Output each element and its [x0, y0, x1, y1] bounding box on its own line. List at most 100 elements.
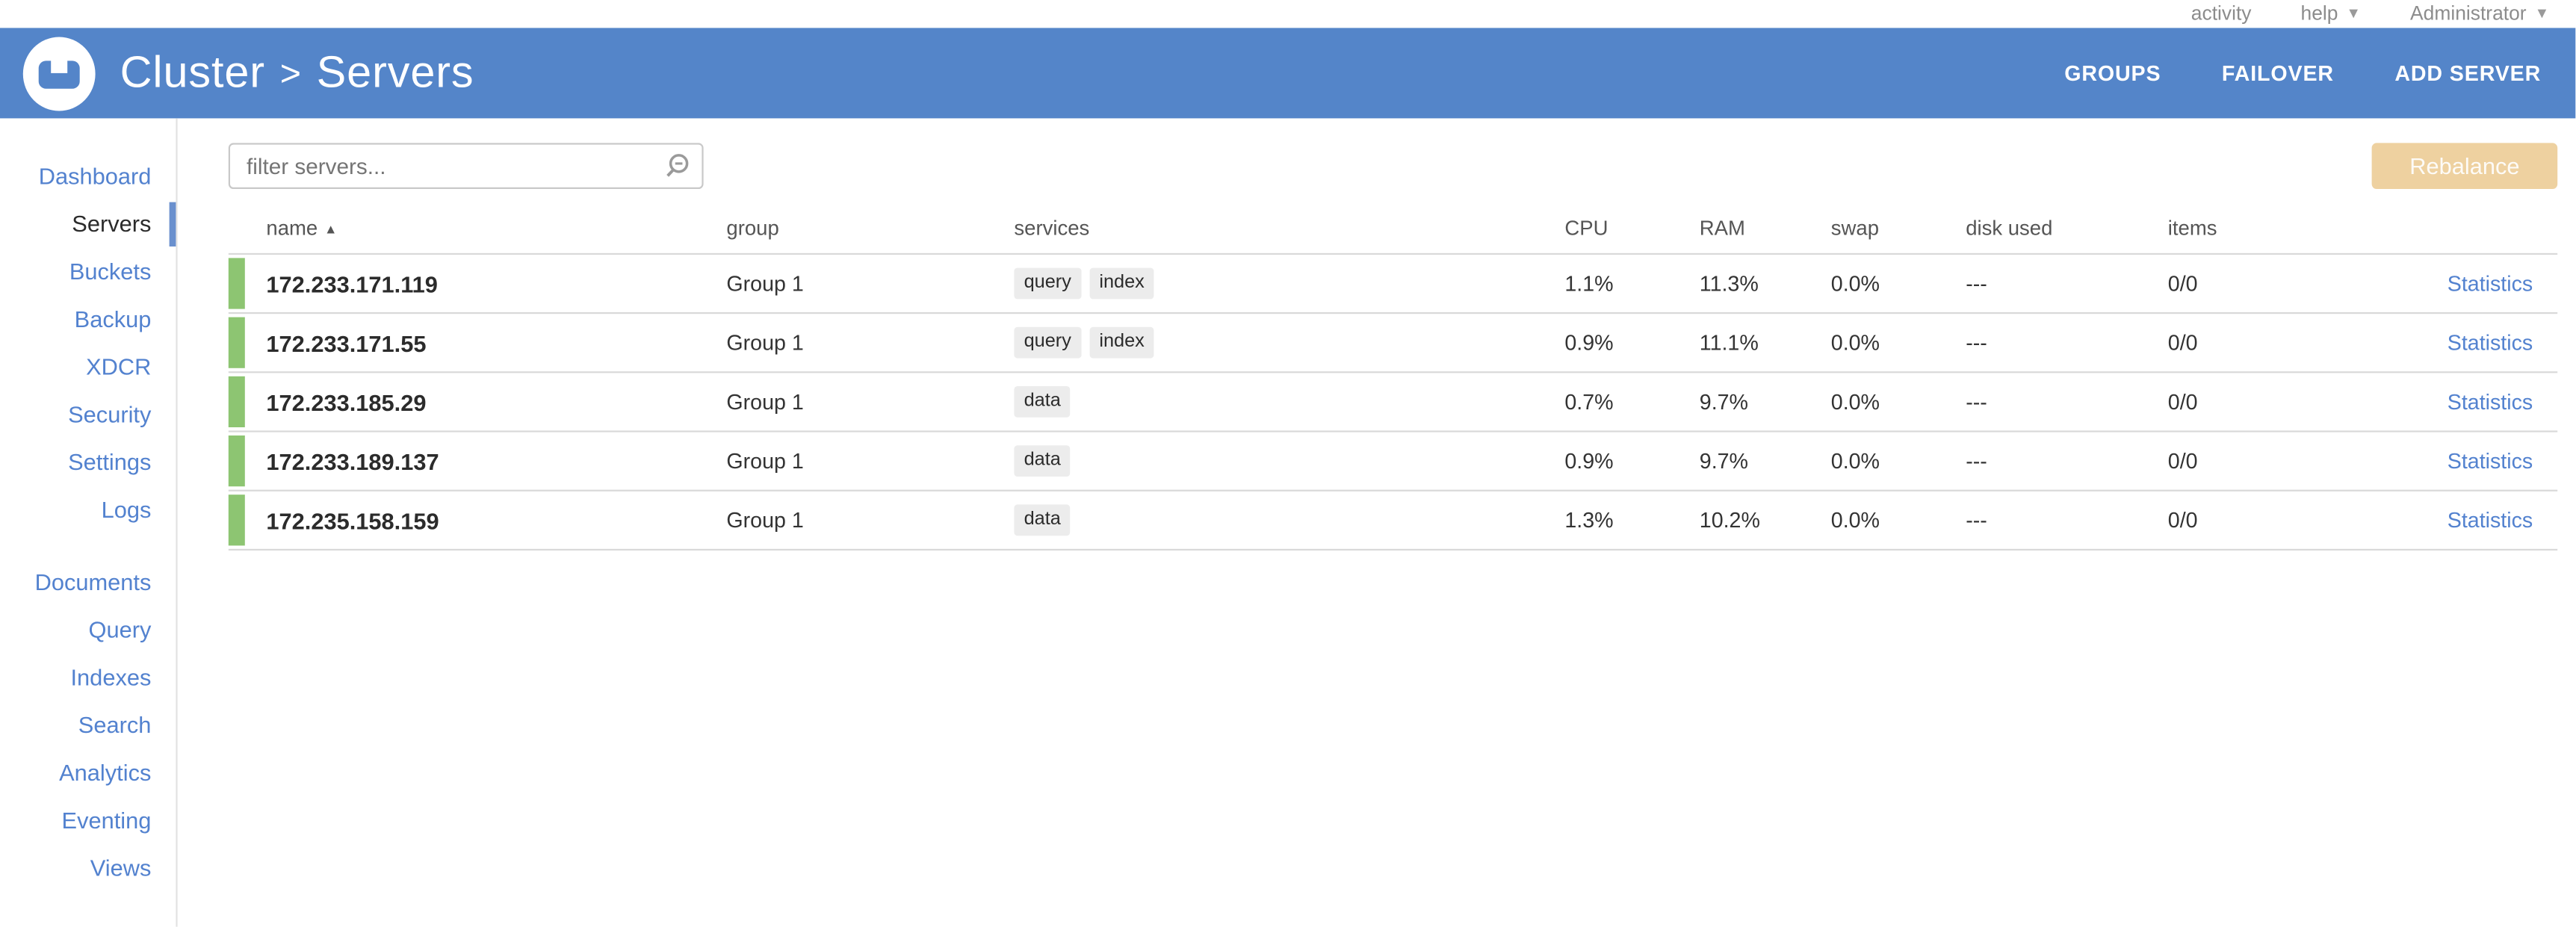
activity-link[interactable]: activity	[2191, 0, 2252, 28]
header-actions: GROUPS FAILOVER ADD SERVER	[2064, 61, 2541, 85]
sidebar-item-indexes[interactable]: Indexes	[70, 663, 152, 690]
server-services: query index	[1014, 267, 1564, 300]
sort-asc-icon: ▲	[324, 222, 338, 237]
server-name[interactable]: 172.235.158.159	[266, 506, 439, 533]
statistics-cell: Statistics	[2390, 449, 2557, 474]
breadcrumb-separator: >	[279, 52, 302, 94]
user-menu[interactable]: Administrator ▼	[2410, 0, 2549, 28]
statistics-link[interactable]: Statistics	[2447, 448, 2533, 474]
server-swap: 0.0%	[1830, 507, 1880, 533]
column-header-group[interactable]: group	[726, 217, 779, 241]
statistics-link[interactable]: Statistics	[2447, 507, 2533, 533]
groups-button[interactable]: GROUPS	[2064, 61, 2161, 86]
server-ram: 11.1%	[1699, 330, 1759, 356]
sidebar-item-security[interactable]: Security	[68, 400, 152, 427]
breadcrumb-page: Servers	[316, 47, 474, 97]
server-name[interactable]: 172.233.171.119	[266, 270, 438, 297]
sidebar-item-query[interactable]: Query	[88, 616, 152, 643]
sidebar-item-settings[interactable]: Settings	[68, 448, 152, 475]
server-group: Group 1	[726, 271, 804, 296]
column-header-disk-used[interactable]: disk used	[1966, 217, 2053, 241]
server-group: Group 1	[726, 389, 804, 415]
servers-table: 172.233.171.119 Group 1 query index 1.1% 11.3…	[228, 252, 2558, 551]
column-header-cpu[interactable]: CPU	[1564, 217, 1609, 241]
sidebar-item-documents[interactable]: Documents	[34, 568, 152, 595]
service-tag: index	[1089, 267, 1155, 300]
server-services: data	[1014, 444, 1564, 477]
sidebar-item-analytics[interactable]: Analytics	[59, 759, 152, 786]
table-row: 172.233.189.137 Group 1 data 0.9% 9.7% 0.0% --…	[228, 433, 2558, 492]
server-ram: 11.3%	[1699, 271, 1759, 296]
help-menu[interactable]: help ▼	[2301, 0, 2362, 28]
server-cpu: 0.9%	[1564, 330, 1614, 356]
server-services: query index	[1014, 326, 1564, 359]
statistics-cell: Statistics	[2390, 508, 2557, 533]
server-disk-used: ---	[1966, 448, 1987, 474]
servers-panel: Rebalance name▲ group services CPU RAM s…	[178, 118, 2576, 926]
couchbase-logo-icon	[22, 36, 96, 111]
utility-bar: activity help ▼ Administrator ▼	[0, 0, 2576, 28]
page-title: Cluster > Servers	[120, 48, 474, 99]
sidebar-item-buckets[interactable]: Buckets	[69, 258, 152, 285]
column-header-services[interactable]: services	[1014, 217, 1090, 241]
server-name[interactable]: 172.233.185.29	[266, 388, 427, 415]
server-disk-used: ---	[1966, 271, 1987, 296]
server-swap: 0.0%	[1830, 389, 1880, 415]
sidebar-secondary-group: Documents Query Indexes Search Analytics Even…	[0, 559, 176, 893]
server-swap: 0.0%	[1830, 448, 1880, 474]
user-label: Administrator	[2410, 1, 2527, 25]
sidebar-item-views[interactable]: Views	[90, 855, 152, 881]
service-tag: index	[1089, 326, 1155, 359]
table-row: 172.233.171.55 Group 1 query index 0.9% 11.1%…	[228, 314, 2558, 373]
server-cpu: 0.9%	[1564, 448, 1614, 474]
server-disk-used: ---	[1966, 389, 1987, 415]
sidebar-item-logs[interactable]: Logs	[101, 496, 152, 523]
filter-servers-input[interactable]	[228, 143, 704, 189]
column-header-swap[interactable]: swap	[1830, 217, 1880, 241]
add-server-button[interactable]: ADD SERVER	[2394, 61, 2542, 86]
server-status-bar	[228, 494, 245, 546]
server-ram: 10.2%	[1699, 507, 1760, 533]
failover-button[interactable]: FAILOVER	[2221, 61, 2334, 86]
help-label: help	[2300, 1, 2338, 25]
rebalance-button[interactable]: Rebalance	[2371, 143, 2558, 189]
server-items: 0/0	[2167, 271, 2198, 296]
sidebar-item-eventing[interactable]: Eventing	[61, 807, 152, 834]
server-status-bar	[228, 376, 245, 427]
service-tag: query	[1014, 267, 1082, 300]
sidebar-item-xdcr[interactable]: XDCR	[86, 353, 152, 380]
server-status-bar	[228, 258, 245, 309]
server-name[interactable]: 172.233.189.137	[266, 447, 439, 474]
sidebar-item-servers[interactable]: Servers	[0, 200, 176, 248]
table-row: 172.233.171.119 Group 1 query index 1.1% 11.3…	[228, 255, 2558, 314]
server-name[interactable]: 172.233.171.55	[266, 329, 427, 356]
server-disk-used: ---	[1966, 330, 1987, 356]
statistics-link[interactable]: Statistics	[2447, 330, 2533, 356]
server-disk-used: ---	[1966, 507, 1987, 533]
statistics-cell: Statistics	[2390, 271, 2557, 296]
sidebar-item-dashboard[interactable]: Dashboard	[38, 162, 152, 189]
column-header-items[interactable]: items	[2167, 217, 2217, 241]
sidebar-item-search[interactable]: Search	[78, 711, 152, 738]
server-cpu: 0.7%	[1564, 389, 1614, 415]
servers-table-header: name ▲ group services CPU RAM swap disk u…	[229, 208, 2557, 248]
server-ram: 9.7%	[1699, 448, 1749, 474]
servers-toolbar: Rebalance	[228, 143, 2558, 189]
chevron-down-icon: ▼	[2534, 4, 2550, 22]
server-status-bar	[228, 435, 245, 487]
server-items: 0/0	[2167, 507, 2198, 533]
sidebar-primary-group: Dashboard Servers Buckets Backup XDCR Securit…	[0, 153, 176, 534]
column-header-ram[interactable]: RAM	[1699, 217, 1745, 241]
server-cpu: 1.3%	[1564, 507, 1614, 533]
server-group: Group 1	[726, 448, 804, 474]
statistics-cell: Statistics	[2390, 330, 2557, 355]
server-items: 0/0	[2167, 448, 2198, 474]
sidebar-item-backup[interactable]: Backup	[74, 306, 152, 332]
statistics-link[interactable]: Statistics	[2447, 389, 2533, 415]
statistics-link[interactable]: Statistics	[2447, 271, 2533, 296]
column-header-name[interactable]: name ▲	[266, 217, 338, 241]
server-services: data	[1014, 385, 1564, 418]
service-tag: data	[1014, 503, 1071, 536]
search-icon	[666, 154, 689, 177]
